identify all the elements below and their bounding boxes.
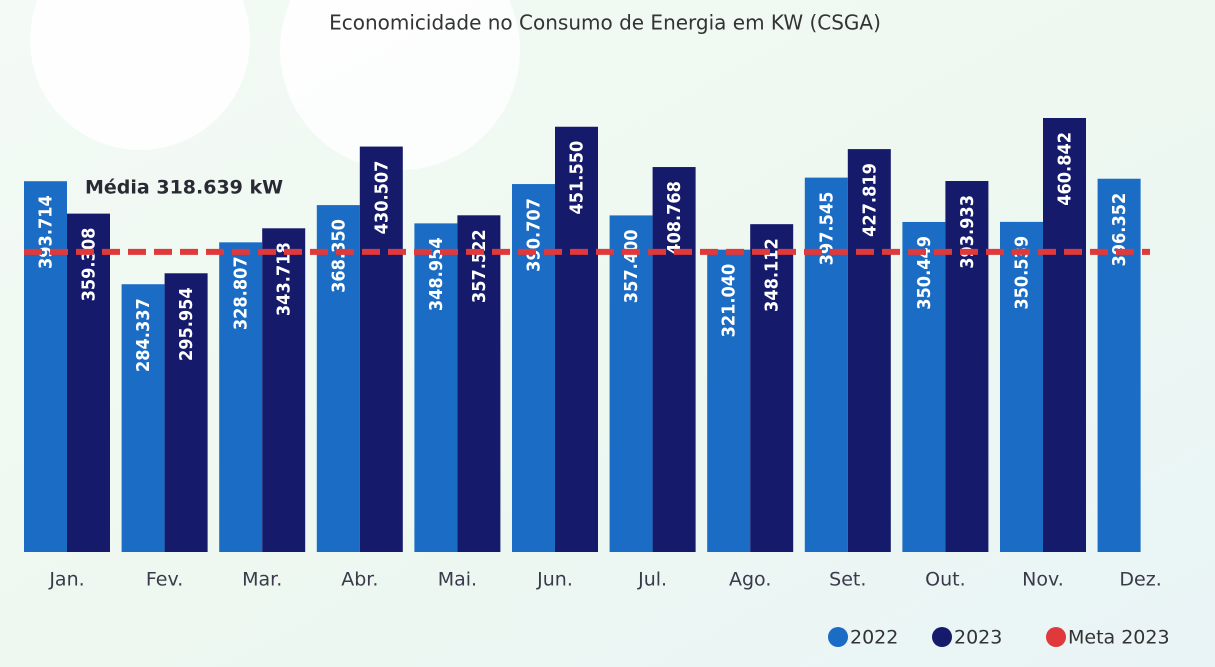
bar [262,228,306,552]
data-label: 368.350 [328,219,349,293]
bar [1097,178,1141,552]
data-label: 396.352 [1109,193,1130,267]
data-label: 357.522 [469,229,490,303]
x-tick-label: Mai. [438,569,477,591]
bar [555,126,598,552]
decor [30,0,250,150]
bar [24,181,67,553]
data-label: 359.308 [79,228,100,302]
bar [847,149,891,553]
bar [609,215,653,552]
data-label: 348.112 [762,238,783,312]
bar [164,273,208,552]
legend-marker [828,627,848,647]
data-label: 393.933 [957,195,978,269]
x-tick-label: Nov. [1022,569,1064,591]
data-label: 350.539 [1012,236,1033,310]
bar [67,213,110,552]
bar [414,223,458,552]
bar [1043,118,1086,552]
data-label: 321.040 [719,264,740,338]
bar [945,181,989,552]
data-label: 427.819 [859,163,880,237]
legend-label: Meta 2023 [1068,627,1170,649]
chart-title: Economicidade no Consumo de Energia em K… [329,11,881,35]
data-label: 451.550 [567,141,588,215]
bar [512,184,555,553]
x-tick-label: Out. [925,569,966,591]
bar [121,284,165,552]
x-tick-label: Abr. [341,569,378,591]
x-tick-label: Fev. [146,569,183,591]
bar [1000,221,1043,552]
data-label: 357.400 [621,229,642,303]
data-label: 408.768 [664,181,685,255]
x-tick-label: Dez. [1119,569,1161,591]
bar [652,167,696,552]
data-label: 350.449 [914,236,935,310]
x-tick-label: Ago. [729,569,771,591]
data-label: 430.507 [371,161,392,235]
data-label: 393.714 [36,195,57,269]
data-label: 348.954 [426,237,447,311]
bar [457,215,501,552]
decor [280,0,520,170]
legend-label: 2022 [850,627,898,649]
bar [707,249,751,552]
bar [316,205,360,553]
bar [804,177,848,552]
legend-label: 2023 [954,627,1002,649]
annotation: Média 318.639 kW [85,177,283,199]
bar [902,221,946,552]
legend-marker [932,627,952,647]
x-tick-label: Jun. [536,569,573,591]
data-label: 343.718 [274,242,295,316]
data-label: 328.807 [231,256,252,330]
data-label: 460.842 [1055,132,1076,206]
data-label: 284.337 [133,298,154,372]
x-tick-label: Jul. [637,569,667,591]
bar [359,146,403,552]
legend-marker [1046,627,1066,647]
data-label: 390.707 [524,198,545,272]
bar [219,242,263,552]
x-tick-label: Jan. [48,569,84,591]
data-label: 397.545 [816,192,837,266]
data-label: 295.954 [176,287,197,361]
bar [750,224,794,552]
x-tick-label: Mar. [242,569,282,591]
x-tick-label: Set. [829,569,866,591]
